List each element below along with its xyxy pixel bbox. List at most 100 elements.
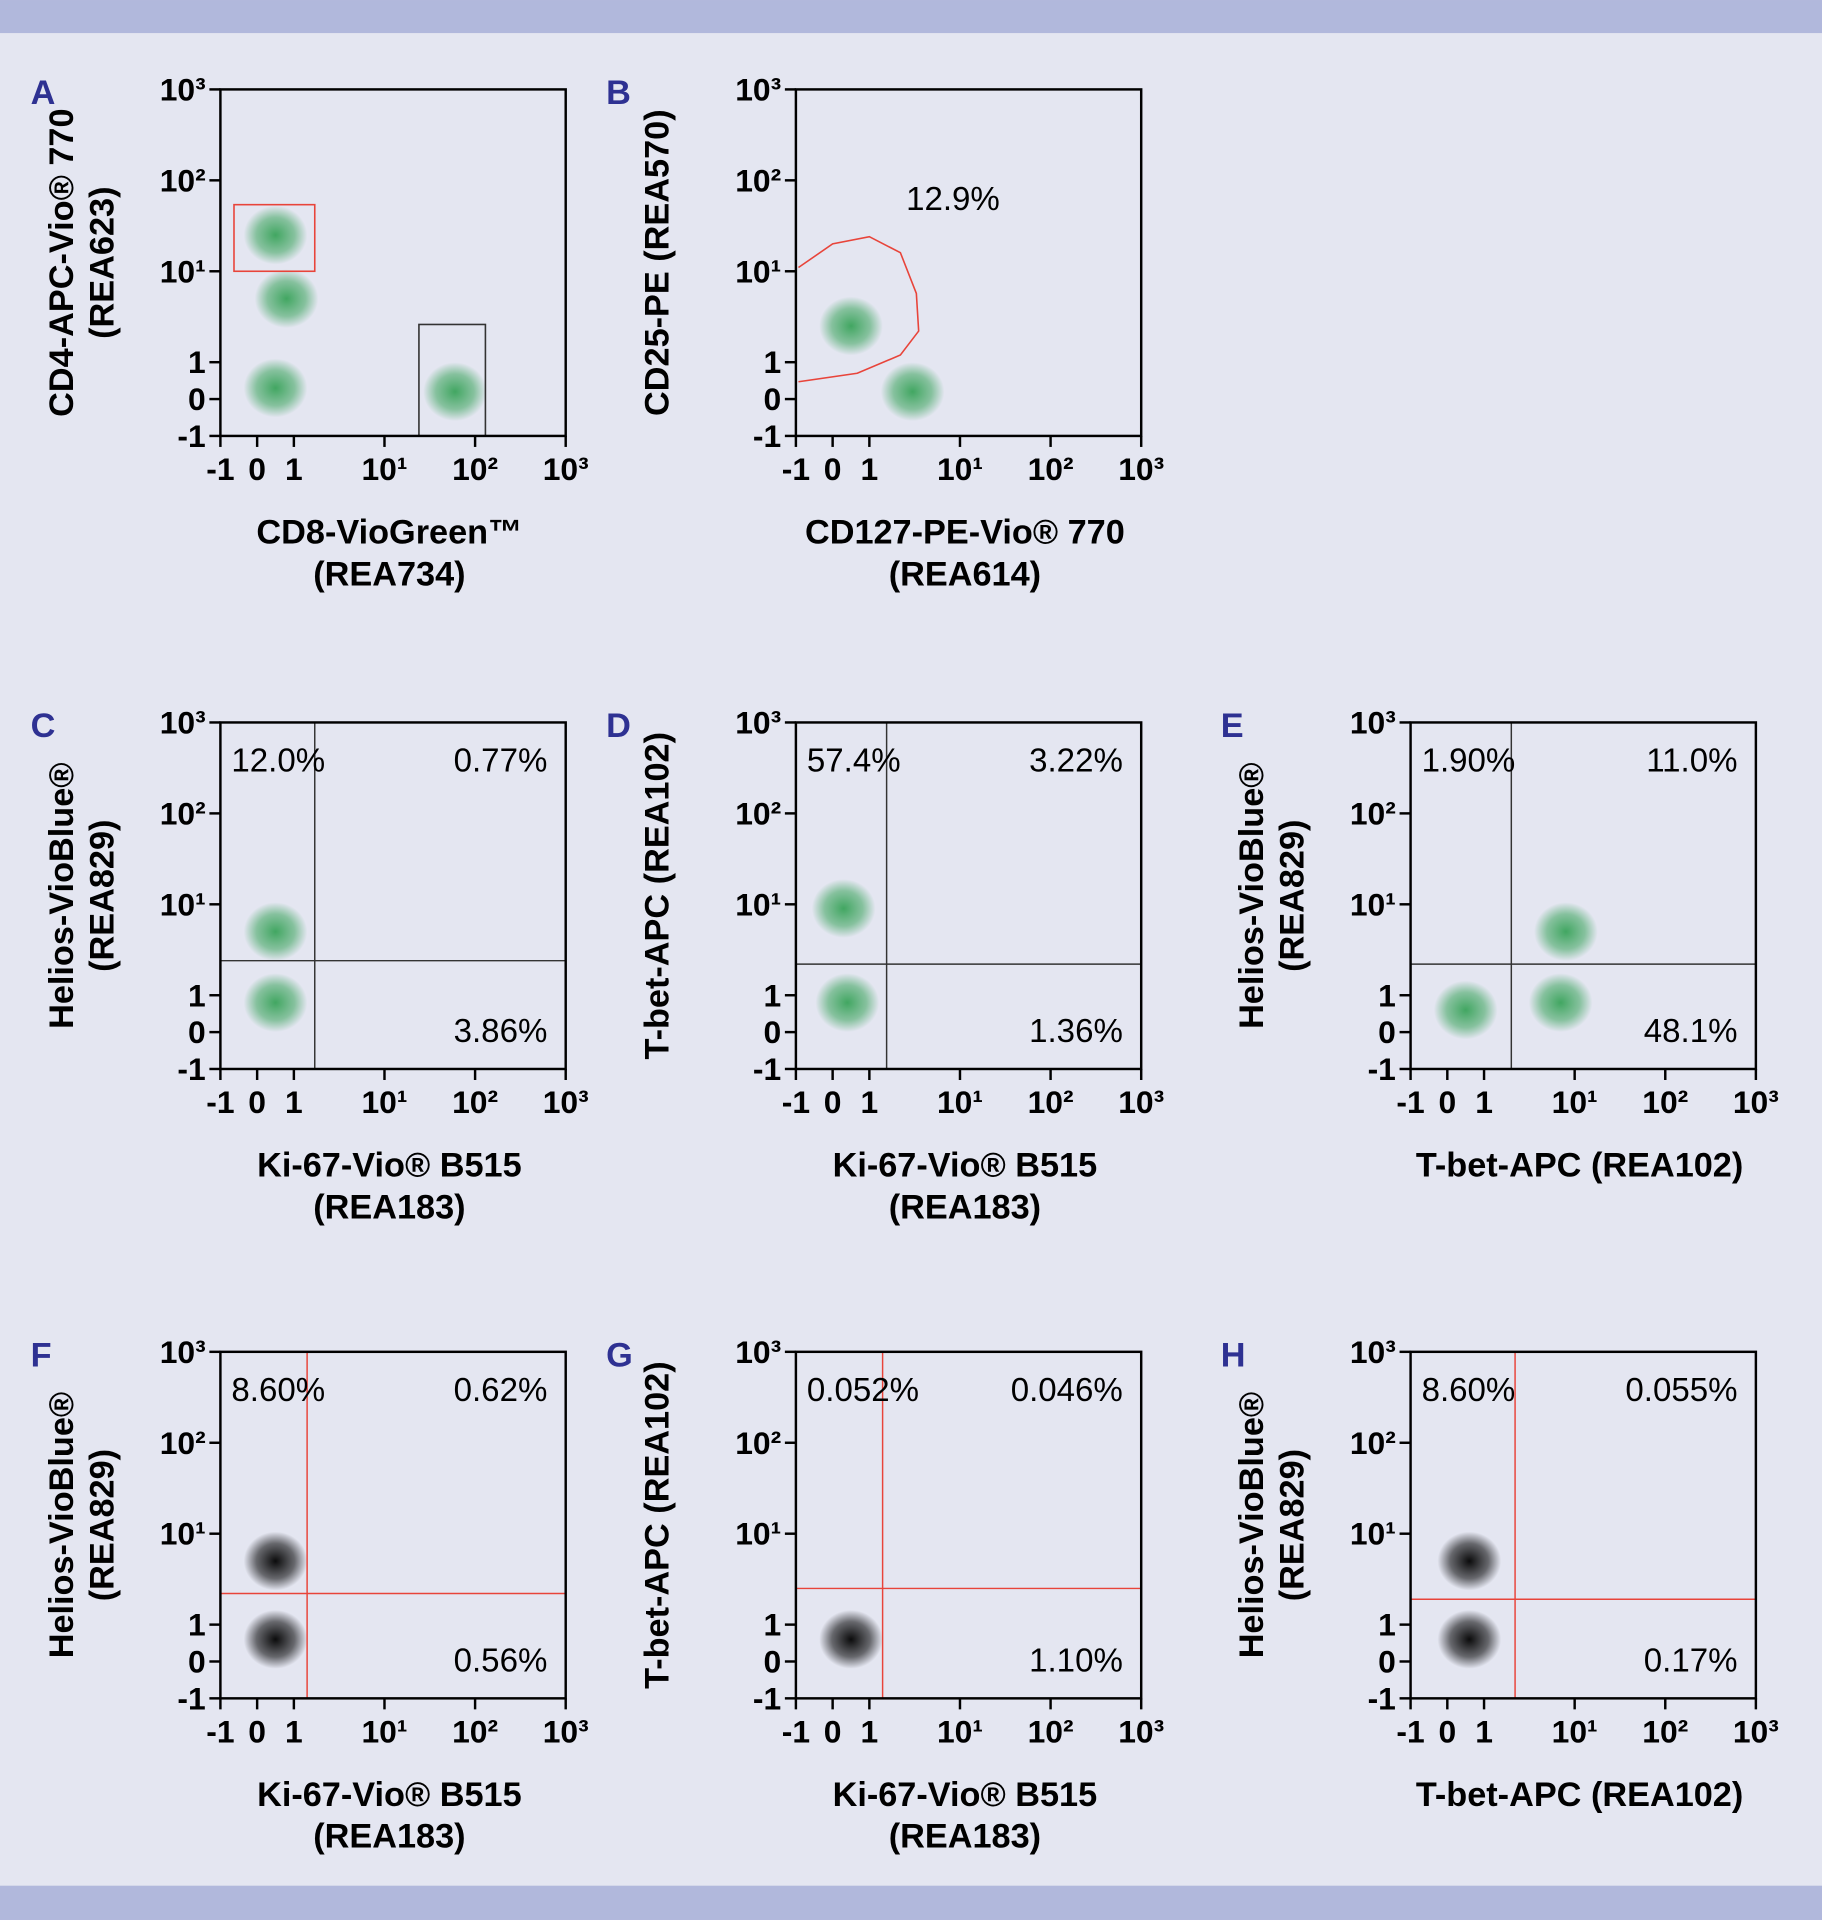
x-axis-label: T-bet-APC (REA102) xyxy=(1416,1776,1743,1814)
x-axis-label: (REA183) xyxy=(313,1818,465,1856)
quadrant-percent: 0.17% xyxy=(1644,1642,1738,1679)
x-tick-label: 10² xyxy=(1642,1713,1688,1749)
y-axis-label: Helios-VioBlue® xyxy=(43,762,81,1028)
x-tick-label: 10² xyxy=(1028,1084,1074,1120)
panel-letter: C xyxy=(31,707,56,745)
panel-letter: H xyxy=(1221,1337,1246,1375)
x-tick-label: -1 xyxy=(1396,1713,1424,1749)
x-tick-label: 10³ xyxy=(1118,1713,1164,1749)
x-tick-label: 10² xyxy=(452,1713,498,1749)
plot-frame xyxy=(794,721,1143,1071)
y-axis-label: CD4-APC-Vio® 770 xyxy=(43,108,81,416)
quadrant-percent: 3.22% xyxy=(1029,742,1123,779)
x-tick-label: 10² xyxy=(452,451,498,487)
top-bar xyxy=(0,0,1822,34)
x-tick-label: 1 xyxy=(285,451,303,487)
cell-cluster xyxy=(880,362,945,422)
x-tick-label: 10³ xyxy=(543,451,589,487)
y-axis-label: (REA829) xyxy=(1273,1449,1311,1601)
cell-cluster xyxy=(815,973,880,1033)
x-axis-label: Ki-67-Vio® B515 xyxy=(833,1776,1098,1814)
y-tick-label: 10³ xyxy=(735,1334,781,1370)
cell-cluster xyxy=(819,296,883,356)
y-tick-label: 1 xyxy=(188,344,206,380)
y-axis-label: Helios-VioBlue® xyxy=(1233,1392,1271,1658)
x-tick-label: -1 xyxy=(782,1713,810,1749)
cell-cluster xyxy=(1528,973,1593,1033)
x-axis-label: T-bet-APC (REA102) xyxy=(1416,1147,1743,1185)
y-tick-label: 10² xyxy=(160,162,206,198)
y-tick-label: 10³ xyxy=(735,704,781,740)
y-tick-label: -1 xyxy=(753,1051,781,1087)
y-tick-label: -1 xyxy=(1368,1680,1396,1716)
cell-cluster xyxy=(1437,1609,1502,1669)
quadrant-percent: 0.052% xyxy=(807,1372,919,1409)
x-tick-label: -1 xyxy=(206,1084,234,1120)
y-tick-label: 10² xyxy=(160,795,206,831)
panel-letter: F xyxy=(31,1337,52,1375)
x-tick-label: 10² xyxy=(1028,1713,1074,1749)
quadrant-percent: 0.055% xyxy=(1625,1372,1737,1409)
x-tick-label: 10² xyxy=(1642,1084,1688,1120)
plot-frame xyxy=(794,88,1143,438)
y-tick-label: 10¹ xyxy=(160,886,206,922)
y-tick-label: 10² xyxy=(160,1425,206,1461)
y-tick-label: 0 xyxy=(188,381,206,417)
x-tick-label: 0 xyxy=(248,451,266,487)
x-tick-label: 0 xyxy=(824,1084,842,1120)
x-tick-label: 1 xyxy=(861,1713,879,1749)
y-tick-label: 0 xyxy=(764,1644,782,1680)
cell-cluster xyxy=(243,1609,308,1669)
y-axis-label: Helios-VioBlue® xyxy=(1233,762,1271,1028)
x-tick-label: -1 xyxy=(782,1084,810,1120)
y-tick-label: 1 xyxy=(764,1607,782,1643)
panel-letter: A xyxy=(31,74,56,112)
y-tick-label: 10¹ xyxy=(735,253,781,289)
quadrant-percent: 1.10% xyxy=(1029,1642,1123,1679)
x-tick-label: -1 xyxy=(206,1713,234,1749)
cell-cluster xyxy=(243,358,308,418)
y-tick-label: 0 xyxy=(764,1014,782,1050)
y-tick-label: 0 xyxy=(188,1644,206,1680)
x-tick-label: 10³ xyxy=(543,1084,589,1120)
y-tick-label: 10¹ xyxy=(1350,886,1396,922)
quadrant-percent: 48.1% xyxy=(1644,1013,1738,1050)
cell-cluster xyxy=(811,879,876,938)
y-tick-label: 10³ xyxy=(160,704,206,740)
y-tick-label: -1 xyxy=(1368,1051,1396,1087)
x-axis-label: CD8-VioGreen™ xyxy=(256,514,522,552)
y-tick-label: 1 xyxy=(1378,977,1396,1013)
cell-cluster xyxy=(243,902,308,962)
x-tick-label: 10¹ xyxy=(937,451,983,487)
y-tick-label: 1 xyxy=(188,977,206,1013)
y-tick-label: 10³ xyxy=(1350,1334,1396,1370)
y-tick-label: -1 xyxy=(753,1680,781,1716)
y-tick-label: 10³ xyxy=(160,1334,206,1370)
y-tick-label: 10³ xyxy=(1350,704,1396,740)
x-tick-label: 1 xyxy=(285,1084,303,1120)
x-tick-label: 0 xyxy=(248,1084,266,1120)
x-tick-label: 0 xyxy=(1438,1084,1456,1120)
x-axis-label: (REA183) xyxy=(889,1818,1041,1856)
y-tick-label: 0 xyxy=(1378,1014,1396,1050)
cell-cluster xyxy=(1433,980,1498,1040)
y-tick-label: 10³ xyxy=(160,71,206,107)
x-tick-label: 0 xyxy=(824,451,842,487)
x-tick-label: 10² xyxy=(452,1084,498,1120)
x-tick-label: 10¹ xyxy=(937,1084,983,1120)
x-axis-label: (REA183) xyxy=(889,1188,1041,1226)
x-tick-label: 10² xyxy=(1028,451,1074,487)
y-tick-label: 0 xyxy=(764,381,782,417)
y-axis-label: (REA829) xyxy=(83,1449,121,1601)
x-tick-label: 10¹ xyxy=(361,451,407,487)
y-tick-label: 10² xyxy=(735,795,781,831)
panel-letter: G xyxy=(606,1337,633,1375)
x-axis-label: Ki-67-Vio® B515 xyxy=(833,1147,1098,1185)
cell-cluster xyxy=(1437,1531,1502,1591)
x-tick-label: 1 xyxy=(1475,1084,1493,1120)
x-axis-label: (REA734) xyxy=(313,555,465,593)
plot-frame xyxy=(1409,1350,1758,1700)
y-tick-label: -1 xyxy=(177,418,205,454)
y-axis-label: (REA829) xyxy=(83,820,121,972)
quadrant-percent: 8.60% xyxy=(231,1372,325,1409)
